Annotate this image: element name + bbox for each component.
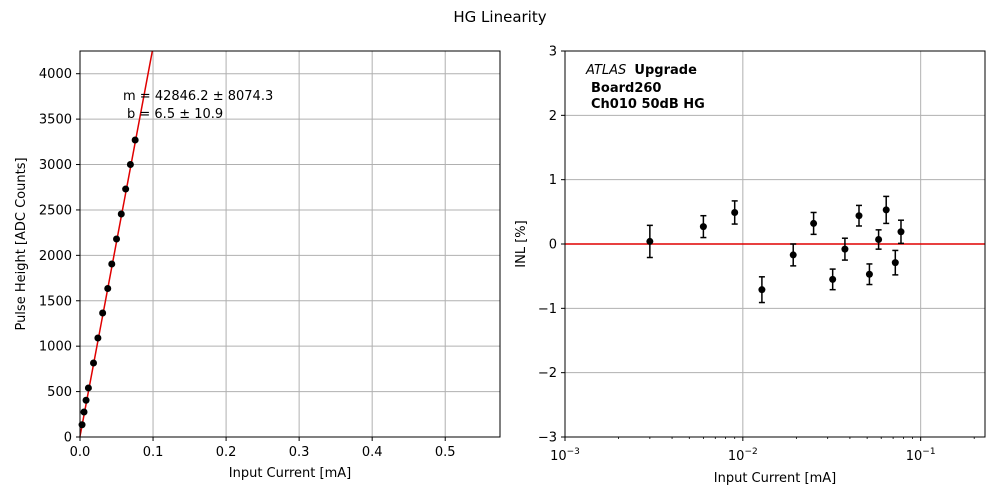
data-point <box>94 334 102 342</box>
data-point <box>646 237 654 245</box>
y-tick-label: −3 <box>538 431 557 446</box>
x-tick-base: 10 <box>906 449 923 464</box>
data-point <box>875 235 883 243</box>
y-tick-label: −2 <box>538 366 557 381</box>
x-tick-label: 10−1 <box>906 447 936 464</box>
linearity-y-axis-label: Pulse Height [ADC Counts] <box>14 157 29 330</box>
x-tick-label: 0.0 <box>70 445 91 460</box>
data-point <box>80 408 88 416</box>
inl-point-group <box>897 219 905 245</box>
y-tick-label: 1 <box>549 173 557 188</box>
data-point <box>699 223 707 231</box>
linearity-ticks: 0.0 0.1 0.2 0.3 0.4 0.5 0 500 1000 1500 2000 2500 30… <box>39 67 456 460</box>
x-tick-label: 10−3 <box>550 447 580 464</box>
inl-point-group <box>699 214 707 239</box>
inl-point-group <box>789 243 797 267</box>
data-point <box>104 285 112 293</box>
board-label: Board260 <box>591 81 661 96</box>
x-tick-label: 0.4 <box>362 445 383 460</box>
y-tick-label: −1 <box>538 302 557 317</box>
data-point <box>841 245 849 253</box>
data-point <box>789 251 797 259</box>
inl-point-group <box>731 200 739 225</box>
linearity-x-axis-label: Input Current [mA] <box>229 466 351 481</box>
data-point <box>731 208 739 216</box>
inl-point-group <box>841 237 849 261</box>
linearity-points <box>78 136 139 429</box>
channel-label: Ch010 50dB HG <box>591 97 705 112</box>
data-point <box>891 259 899 267</box>
upgrade-label: Upgrade <box>634 63 697 78</box>
atlas-label: ATLAS <box>585 63 626 78</box>
data-point <box>758 286 766 294</box>
inl-x-axis-label: Input Current [mA] <box>714 471 836 486</box>
atlas-upgrade-label: ATLAS Upgrade <box>585 63 697 78</box>
inl-point-group <box>891 249 899 276</box>
inl-point-group <box>875 229 883 250</box>
y-tick-label: 0 <box>64 431 72 446</box>
x-tick-label: 0.3 <box>289 445 310 460</box>
inl-point-group <box>758 276 766 304</box>
fit-intercept-label: b = 6.5 ± 10.9 <box>127 107 223 122</box>
x-tick-exponent: −3 <box>567 447 580 457</box>
inl-point-group <box>882 195 890 225</box>
data-point <box>122 185 130 193</box>
data-point <box>865 270 873 278</box>
inl-points <box>646 195 905 304</box>
inl-point-group <box>865 263 873 286</box>
inl-point-group <box>855 204 863 227</box>
y-tick-label: 1000 <box>39 340 72 355</box>
x-tick-base: 10 <box>550 449 567 464</box>
inl-y-axis-label: INL [%] <box>514 220 529 267</box>
linearity-axes-frame <box>79 50 501 438</box>
x-tick-label: 0.1 <box>143 445 164 460</box>
linearity-grid <box>79 51 500 438</box>
data-point <box>897 228 905 236</box>
y-tick-label: 3500 <box>39 113 72 128</box>
data-point <box>99 309 107 317</box>
data-point <box>131 136 139 144</box>
data-point <box>126 161 134 169</box>
inl-point-group <box>646 224 654 259</box>
x-tick-exponent: −2 <box>744 447 757 457</box>
data-point <box>82 396 90 404</box>
data-point <box>113 235 121 243</box>
linear-fit-line <box>79 50 154 437</box>
y-tick-label: 0 <box>549 238 557 253</box>
fit-line <box>79 50 154 437</box>
figure-title: HG Linearity <box>453 8 546 26</box>
y-tick-label: 1500 <box>39 294 72 309</box>
inl-point-group <box>829 268 837 291</box>
y-tick-label: 3 <box>549 45 557 60</box>
fit-slope-label: m = 42846.2 ± 8074.3 <box>123 89 273 104</box>
y-tick-label: 2500 <box>39 203 72 218</box>
data-point <box>855 212 863 220</box>
linearity-chart: 0.0 0.1 0.2 0.3 0.4 0.5 0 500 1000 1500 2000 2500 30… <box>14 50 501 481</box>
data-point <box>117 210 125 218</box>
y-tick-label: 2000 <box>39 249 72 264</box>
x-tick-label: 0.2 <box>216 445 237 460</box>
y-tick-label: 3000 <box>39 158 72 173</box>
y-tick-label: 500 <box>47 385 72 400</box>
data-point <box>84 384 92 392</box>
x-tick-label: 0.5 <box>435 445 456 460</box>
inl-point-group <box>810 211 818 236</box>
data-point <box>810 219 818 227</box>
data-point <box>90 359 98 367</box>
x-tick-label: 10−2 <box>728 447 758 464</box>
data-point <box>829 275 837 283</box>
x-tick-exponent: −1 <box>922 447 935 457</box>
x-tick-base: 10 <box>728 449 745 464</box>
y-tick-label: 2 <box>549 109 557 124</box>
data-point <box>108 260 116 268</box>
data-point <box>882 206 890 214</box>
y-tick-label: 4000 <box>39 67 72 82</box>
